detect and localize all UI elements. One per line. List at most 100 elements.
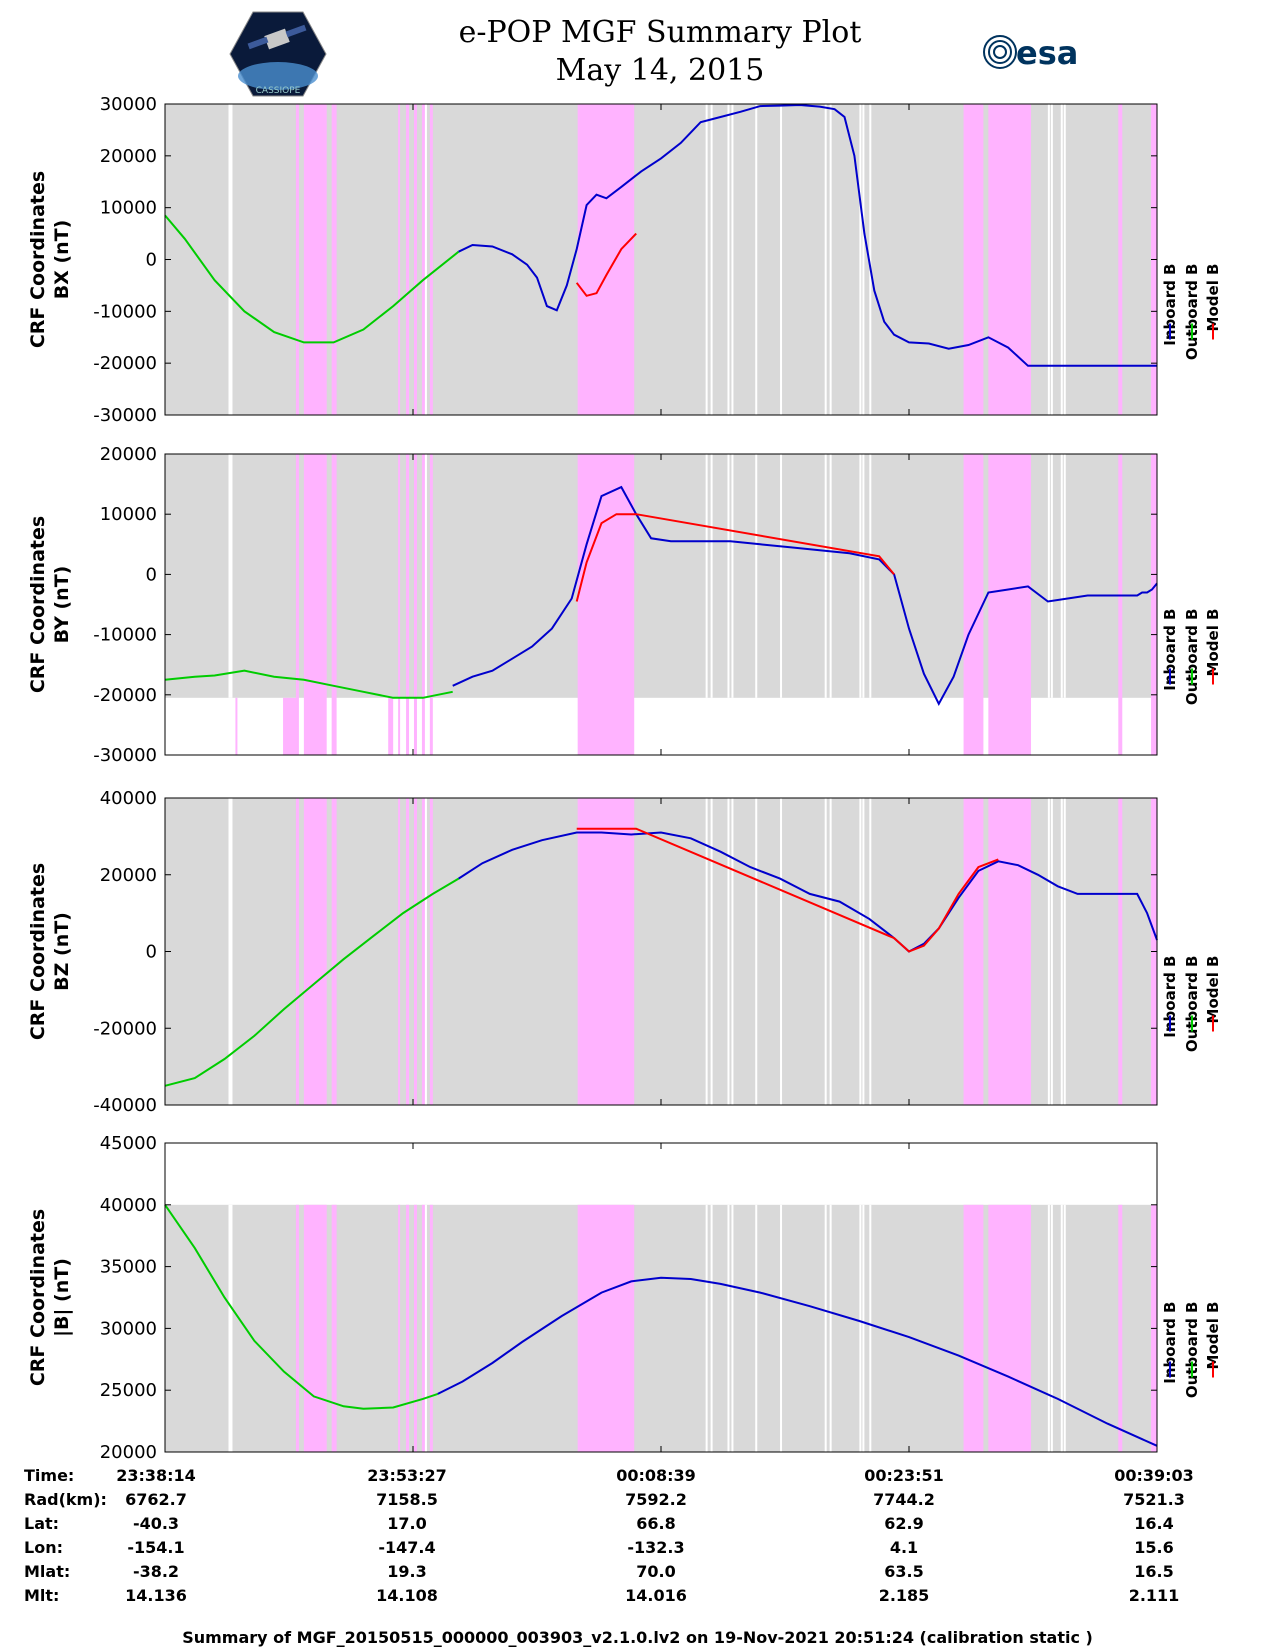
flag-band xyxy=(295,104,299,415)
y-tick-label: -40000 xyxy=(93,1095,157,1116)
info-value: 7158.5 xyxy=(376,1490,438,1509)
flag-band xyxy=(398,798,401,1105)
info-value: 70.0 xyxy=(636,1562,676,1581)
data-gap-line xyxy=(824,798,827,1105)
y-tick-label: -30000 xyxy=(93,745,157,766)
y-tick-label: 40000 xyxy=(100,1195,157,1216)
flag-band xyxy=(1118,454,1123,755)
data-gap-line xyxy=(705,1204,708,1452)
orbit-info-table: Time: 23:38:14 23:53:27 00:08:39 00:23:51 00:… xyxy=(24,1466,1244,1626)
y-tick-label: -20000 xyxy=(93,1018,157,1039)
legend-label: Outboard B xyxy=(1183,1302,1201,1399)
y-tick-label: 30000 xyxy=(100,94,157,115)
info-value: 00:23:51 xyxy=(864,1466,944,1485)
data-gap-line xyxy=(731,1204,734,1452)
data-gap-line xyxy=(859,1204,862,1452)
y-tick-label: 35000 xyxy=(100,1257,157,1278)
esa-logo: esa xyxy=(983,34,1078,72)
data-gap-line xyxy=(829,454,832,698)
info-value: 00:08:39 xyxy=(616,1466,696,1485)
data-gap-line xyxy=(829,798,832,1105)
info-label: Lon: xyxy=(24,1538,63,1557)
flag-band xyxy=(421,454,425,755)
flag-band xyxy=(963,104,984,415)
info-value: 7592.2 xyxy=(625,1490,687,1509)
flag-band xyxy=(406,454,410,755)
flag-band xyxy=(283,697,298,755)
data-gap-line xyxy=(869,104,872,415)
info-value: 6762.7 xyxy=(125,1490,187,1509)
data-gap-line xyxy=(862,798,865,1105)
info-value: 16.5 xyxy=(1134,1562,1174,1581)
info-value: -147.4 xyxy=(378,1538,436,1557)
data-gap-line xyxy=(705,104,708,415)
data-gap-line xyxy=(727,104,730,415)
y-tick-label: 30000 xyxy=(100,1318,157,1339)
y-tick-label: -10000 xyxy=(93,625,157,646)
data-gap-line xyxy=(1050,454,1053,698)
series-model-b xyxy=(575,232,637,297)
data-gap-line xyxy=(228,104,231,415)
info-value: 2.185 xyxy=(878,1586,930,1605)
info-label: Mlt: xyxy=(24,1586,60,1605)
flag-band xyxy=(963,454,984,755)
y-tick-label: -20000 xyxy=(93,353,157,374)
data-gap-line xyxy=(829,1204,832,1452)
data-gap-line xyxy=(829,104,832,415)
data-gap-line xyxy=(710,104,713,415)
info-value: 14.016 xyxy=(625,1586,687,1605)
data-gap-line xyxy=(710,1204,713,1452)
data-gap-line xyxy=(424,454,427,698)
panel-0: 30000 20000 10000 0 -10000 -20000 -30000 CRF Co… xyxy=(27,94,1222,426)
data-gap-line xyxy=(727,454,730,698)
legend-label: Inboard B xyxy=(1161,956,1179,1038)
data-gap-line xyxy=(705,798,708,1105)
data-gap-line xyxy=(755,454,758,698)
flag-band xyxy=(295,454,299,755)
y-tick-label: 20000 xyxy=(100,865,157,886)
series-outboard-b xyxy=(164,214,460,344)
data-gap-line xyxy=(1063,1204,1066,1452)
data-gap-line xyxy=(780,798,783,1105)
flag-band xyxy=(413,454,417,755)
info-value: 2.111 xyxy=(1128,1586,1180,1605)
legend-label: Outboard B xyxy=(1183,609,1201,706)
info-value: 14.136 xyxy=(125,1586,187,1605)
data-gap-line xyxy=(1050,1204,1053,1452)
series-model-b xyxy=(575,513,895,602)
flag-band xyxy=(388,697,394,755)
info-value: 00:39:03 xyxy=(1114,1466,1194,1485)
y-axis-label: CRF Coordinates xyxy=(27,863,49,1040)
y-tick-label: 0 xyxy=(146,564,157,585)
series-outboard-b xyxy=(164,1204,439,1410)
data-gap-line xyxy=(824,104,827,415)
info-value: 7521.3 xyxy=(1123,1490,1185,1509)
y-axis-label: CRF Coordinates xyxy=(27,171,49,348)
data-gap-line xyxy=(230,1204,233,1452)
info-label: Mlat: xyxy=(24,1562,71,1581)
panel-2: 40000 20000 0 -20000 -40000 CRF Coordinates BZ… xyxy=(27,788,1222,1116)
mgf-plots: 30000 20000 10000 0 -10000 -20000 -30000 CRF Co… xyxy=(27,94,1222,1463)
data-gap-line xyxy=(755,104,758,415)
info-value: 16.4 xyxy=(1134,1514,1174,1533)
flag-band xyxy=(963,798,984,1105)
y-tick-label: 40000 xyxy=(100,788,157,809)
legend-label: Outboard B xyxy=(1183,264,1201,361)
flag-band xyxy=(988,104,1032,415)
data-gap-line xyxy=(1060,1204,1063,1452)
plot-date: May 14, 2015 xyxy=(555,53,765,88)
data-gap-line xyxy=(1050,798,1053,1105)
flag-band xyxy=(1118,104,1123,415)
data-gap-line xyxy=(869,454,872,698)
series-inboard-b xyxy=(437,1276,1158,1447)
data-gap-line xyxy=(424,1204,427,1452)
info-value: -38.2 xyxy=(132,1562,180,1581)
series-model-b xyxy=(576,827,999,953)
info-value: 23:38:14 xyxy=(116,1466,196,1485)
data-gap-line xyxy=(731,104,734,415)
info-label: Rad(km): xyxy=(24,1490,107,1509)
data-gap-line xyxy=(1063,454,1066,698)
y-tick-label: -10000 xyxy=(93,301,157,322)
panel-3: 45000 40000 35000 30000 25000 20000 CRF Coordi… xyxy=(27,1133,1222,1463)
info-row: Mlt: 14.136 14.108 14.016 2.185 2.111 xyxy=(24,1586,1244,1610)
